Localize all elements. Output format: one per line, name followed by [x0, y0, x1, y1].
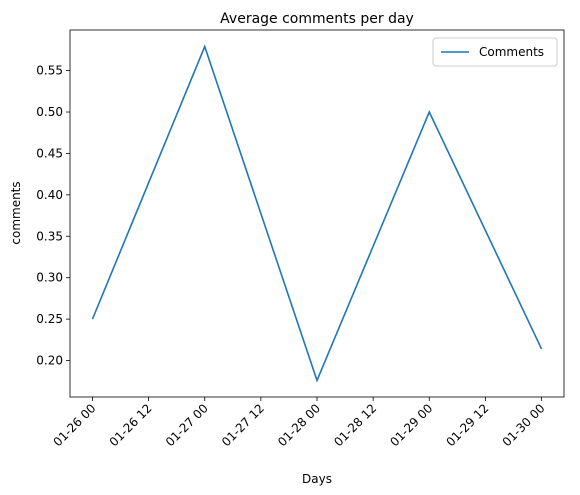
- plot-area: [69, 29, 565, 398]
- x-tick-label: 01-29 00: [387, 401, 435, 449]
- y-tick-label: 0.25: [36, 312, 63, 326]
- x-tick-label: 01-26 12: [107, 401, 155, 449]
- y-tick-label: 0.30: [36, 271, 63, 285]
- x-tick-label: 01-29 12: [443, 401, 491, 449]
- y-tick-label: 0.50: [36, 105, 63, 119]
- legend-label: Comments: [479, 45, 544, 59]
- x-tick-label: 01-28 12: [331, 401, 379, 449]
- x-tick-label: 01-28 00: [275, 401, 323, 449]
- y-tick-label: 0.20: [36, 354, 63, 368]
- x-axis-title: Days: [302, 472, 332, 486]
- legend: Comments: [432, 37, 558, 67]
- legend-box: [432, 37, 558, 67]
- x-tick-label: 01-30 00: [500, 401, 548, 449]
- y-tick-label: 0.40: [36, 188, 63, 202]
- y-tick-label: 0.55: [36, 64, 63, 78]
- x-tick-label: 01-26 00: [51, 401, 99, 449]
- chart-title: Average comments per day: [220, 11, 414, 27]
- y-axis-title: comments: [9, 181, 23, 244]
- y-axis: 0.20 0.25 0.30 0.35 0.40 0.45 0.50 0.55: [36, 64, 70, 368]
- y-tick-label: 0.45: [36, 146, 63, 160]
- x-tick-label: 01-27 00: [163, 401, 211, 449]
- x-axis: 01-26 00 01-26 12 01-27 00 01-27 12 01-28 00…: [51, 397, 548, 449]
- y-tick-label: 0.35: [36, 229, 63, 243]
- series-line-comments: [91, 44, 543, 383]
- x-tick-label: 01-27 12: [219, 401, 267, 449]
